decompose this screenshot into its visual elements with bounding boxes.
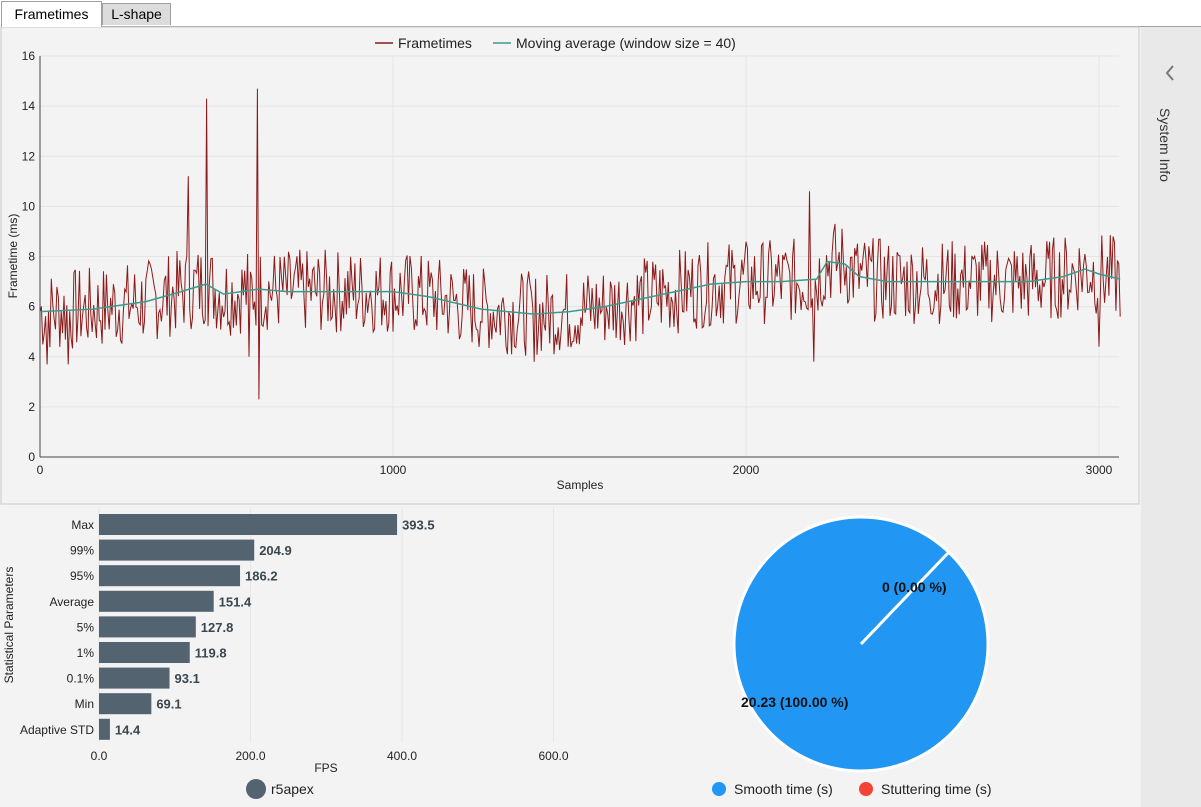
fps-x-tick-label: 0.0 (91, 749, 108, 763)
frametime-y-tick-label: 4 (28, 350, 35, 364)
fps-x-axis-label: FPS (314, 761, 337, 775)
fps-data-label: 127.8 (201, 620, 234, 635)
fps-bars: Max 393.5 99% 204.9 95% 186.2 Average 151.4 5% 12… (20, 514, 435, 740)
pie-label-smooth: 20.23 (100.00 %) (741, 694, 848, 710)
fps-bar[interactable] (99, 667, 170, 689)
fps-data-label: 151.4 (219, 594, 252, 609)
frametime-x-tick-label: 0 (37, 463, 44, 477)
fps-category-label: Adaptive STD (20, 723, 94, 737)
legend-moving-average-label: Moving average (window size = 40) (516, 35, 736, 51)
fps-bar[interactable] (99, 539, 255, 561)
fps-bar[interactable] (99, 514, 398, 535)
fps-bar[interactable] (99, 718, 110, 740)
fps-bar[interactable] (99, 642, 190, 663)
frametime-x-axis-label: Samples (557, 478, 604, 492)
legend-stutter-swatch (859, 782, 873, 796)
frametime-y-axis-label: Frametime (ms) (6, 214, 20, 299)
frametime-y-tick-label: 6 (28, 300, 35, 314)
system-info-label[interactable]: System Info (1157, 108, 1173, 182)
pie-slice-stutter[interactable] (859, 550, 951, 646)
fps-data-label: 393.5 (402, 518, 435, 533)
legend-r5apex-swatch (246, 779, 266, 799)
tab-frametimes[interactable]: Frametimes (1, 1, 102, 27)
frametime-line-chart: 0 2 4 6 8 10 12 14 16 0 1000 2000 3000 Samples Fram… (6, 35, 1121, 492)
fps-data-label: 119.8 (195, 646, 227, 661)
fps-data-label: 186.2 (245, 569, 278, 584)
fps-data-label: 204.9 (259, 543, 292, 558)
fps-data-label: 69.1 (156, 697, 181, 712)
legend-frametimes-label: Frametimes (398, 35, 472, 51)
frametime-y-tick-label: 10 (22, 199, 36, 213)
frametime-y-tick-label: 14 (22, 99, 36, 113)
fps-bar[interactable] (99, 565, 241, 587)
chevron-left-icon[interactable] (1160, 60, 1180, 86)
fps-category-label: 95% (70, 569, 94, 583)
fps-bar-chart: Max 393.5 99% 204.9 95% 186.2 Average 151.4 5% 12… (2, 508, 569, 799)
tab-l-shape[interactable]: L-shape (102, 3, 171, 25)
tab-bar: Frametimes L-shape (0, 0, 1201, 27)
frametime-y-tick-label: 16 (22, 49, 36, 63)
fps-category-label: Average (50, 595, 95, 609)
frametime-chart-panel (0, 26, 1140, 505)
fps-category-label: 5% (77, 620, 95, 634)
frametime-y-tick-label: 0 (28, 450, 35, 464)
fps-y-axis-label: Statistical Parameters (2, 567, 16, 684)
fps-data-label: 93.1 (175, 671, 200, 686)
stutter-pie-chart: 0 (0.00 %) 20.23 (100.00 %) Smooth time … (712, 515, 991, 797)
legend-smooth-swatch (712, 782, 726, 796)
fps-category-label: 0.1% (67, 672, 95, 686)
fps-x-ticks: 0.0 200.0 400.0 600.0 (91, 749, 569, 763)
frametime-legend: Frametimes Moving average (window size =… (375, 35, 736, 51)
fps-x-tick-label: 400.0 (387, 749, 417, 763)
fps-bar[interactable] (99, 693, 152, 715)
frametime-y-ticks: 0 2 4 6 8 10 12 14 16 (22, 49, 36, 464)
fps-bar[interactable] (99, 590, 214, 612)
fps-category-label: 1% (77, 646, 95, 660)
frametime-x-tick-label: 2000 (733, 463, 760, 477)
pie-label-stutter: 0 (0.00 %) (882, 579, 947, 595)
series-moving-average-line (39, 260, 1121, 315)
fps-data-label: 14.4 (115, 722, 141, 737)
fps-category-label: 99% (70, 544, 94, 558)
fps-category-label: Min (75, 697, 94, 711)
fps-x-tick-label: 200.0 (235, 749, 265, 763)
fps-bar[interactable] (99, 616, 196, 638)
legend-smooth-label: Smooth time (s) (734, 781, 833, 797)
frametime-x-tick-label: 1000 (380, 463, 407, 477)
frametime-y-tick-label: 8 (28, 250, 35, 264)
legend-stutter-label: Stuttering time (s) (881, 781, 991, 797)
series-frametimes-line (39, 88, 1121, 400)
fps-category-label: Max (71, 518, 94, 532)
legend-r5apex-label: r5apex (271, 781, 314, 797)
system-info-panel[interactable] (1141, 27, 1201, 807)
frametime-x-tick-label: 3000 (1086, 463, 1113, 477)
frametime-y-tick-label: 12 (22, 149, 36, 163)
frametime-y-tick-label: 2 (28, 400, 35, 414)
fps-x-tick-label: 600.0 (538, 749, 568, 763)
frametime-x-ticks: 0 1000 2000 3000 (37, 463, 1113, 477)
